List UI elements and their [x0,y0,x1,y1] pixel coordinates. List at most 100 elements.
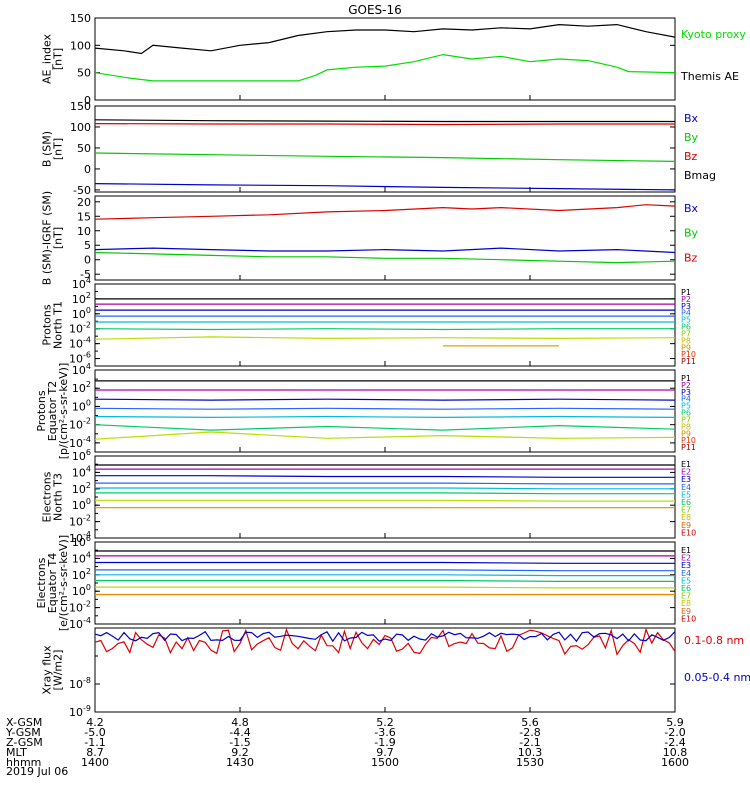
legend-channel-e1: E1 [681,546,691,555]
series-line-by [94,251,676,264]
plot-title: GOES-16 [348,3,402,17]
x-row-value: -2.8 [519,726,540,739]
y-tick-label: 0 [84,163,91,176]
time-axis: X-GSM 4.2 4.8 5.2 5.6 5.9 Y-GSM -5.0 -4.4 -3.6 -2.… [5,95,689,769]
series-line-p6 [94,328,675,331]
legend-channel-e10: E10 [681,614,696,623]
legend-bx: Bx [684,202,699,215]
legend-channel-e2: E2 [681,468,691,477]
y-tick-label: 100 [72,306,91,321]
legend-0-05-0-4-nm: 0.05-0.4 nm [684,671,750,684]
legend-channel-e7: E7 [681,506,691,515]
legend-channel-p3: P3 [681,302,691,311]
legend-channel-p4: P4 [681,395,691,404]
panel-1: 0 50 100 150 AE_index[nT] Kyoto proxy AE Themi… [41,12,750,107]
panel-legend: Bx By Bz Bmag [684,112,716,182]
x-row-label: X-GSM [6,716,42,729]
x-row-value: 1430 [226,756,254,769]
y-tick-label: 20 [77,196,91,209]
legend-channel-p1: P1 [681,288,691,297]
legend-channel-p10: P10 [681,436,696,445]
x-row-value: 4.8 [231,716,249,729]
legend-channel-p6: P6 [681,409,691,418]
y-tick-label: 10-2 [69,417,91,432]
y-axis-label: [p/(cm²-s-sr-keV)] [57,363,70,460]
y-tick-label: 102 [72,567,91,582]
legend-channel-p3: P3 [681,388,691,397]
y-tick-label: 0 [84,94,91,107]
y-axis-label: [e/(cm²-s-sr-keV)] [57,535,70,631]
x-row-value: 4.2 [86,716,104,729]
panel-frame [94,105,676,193]
y-tick-label: 104 [72,464,91,479]
y-tick-label: 106 [72,448,91,463]
series-line-0-05-0-4-nm [94,630,676,643]
legend-channel-p11: P11 [681,443,696,452]
legend-channel-p9: P9 [681,429,691,438]
series-line-p4 [94,407,676,410]
y-tick-label: 10-9 [69,704,91,719]
y-axis-label: [W/m2] [52,650,65,691]
legend-channel-p11: P11 [681,357,696,366]
legend-bx: Bx [684,112,699,125]
x-row-value: -2.1 [519,736,540,749]
x-row-value: -5.0 [84,726,105,739]
x-row-value: 9.2 [231,746,249,759]
x-row-value: -1.5 [229,736,250,749]
legend-channel-p5: P5 [681,316,691,325]
legend-channel-p6: P6 [681,323,691,332]
series-line-e7 [95,499,675,502]
x-row-value: 9.7 [376,746,394,759]
series-line-p3 [94,398,676,401]
legend-channel-e3: E3 [681,561,691,570]
y-axis-label: Protons [35,390,48,431]
y-tick-label: -50 [73,184,91,197]
y-tick-label: 102 [72,481,91,496]
series-line-bmag [94,119,675,123]
legend-themis-ae: Themis AE [680,70,739,83]
legend-kyoto-proxy-ae: Kyoto proxy AE [681,28,750,41]
y-tick-label: 100 [72,398,91,413]
y-axis-label: North T1 [52,301,65,349]
legend-bz: Bz [684,150,698,163]
y-tick-label: 50 [77,142,91,155]
y-tick-label: 10-4 [69,530,91,545]
series-line-e5 [95,574,675,577]
x-row-value: -2.0 [664,726,685,739]
legend-channel-e4: E4 [681,569,691,578]
y-tick-label: 10-4 [69,616,91,631]
y-tick-label: 5 [84,239,91,252]
series-line-themis-ae [94,23,676,55]
y-axis-label: Electrons [35,557,48,608]
y-tick-label: 0 [84,254,91,267]
legend-channel-p7: P7 [681,415,691,424]
y-axis-label: Electrons [41,471,54,522]
series-line-e6 [95,579,675,582]
y-tick-label: 102 [72,291,91,306]
x-row-value: 8.7 [86,746,104,759]
legend-channel-e8: E8 [681,513,691,522]
legend-channel-e8: E8 [681,599,691,608]
y-tick-label: 10-4 [69,336,91,351]
series-line-0-1-0-8-nm [94,627,676,656]
x-row-value: -1.9 [374,736,395,749]
y-axis-label: Equator T2 [46,381,59,441]
series-line-p5 [94,415,676,419]
x-row-value: 1500 [371,756,399,769]
x-row-value: 1600 [661,756,689,769]
y-tick-label: -5 [80,268,91,281]
panel-frame [94,541,676,625]
legend-channel-e6: E6 [681,584,691,593]
y-tick-label: 10-2 [69,321,91,336]
x-row-value: 10.8 [663,746,688,759]
panel-legend: 0.1-0.8 nm 0.05-0.4 nm [684,634,750,684]
y-tick-label: 10-2 [69,514,91,529]
y-axis-label: Xray flux [41,645,54,695]
x-row-value: 1400 [81,756,109,769]
